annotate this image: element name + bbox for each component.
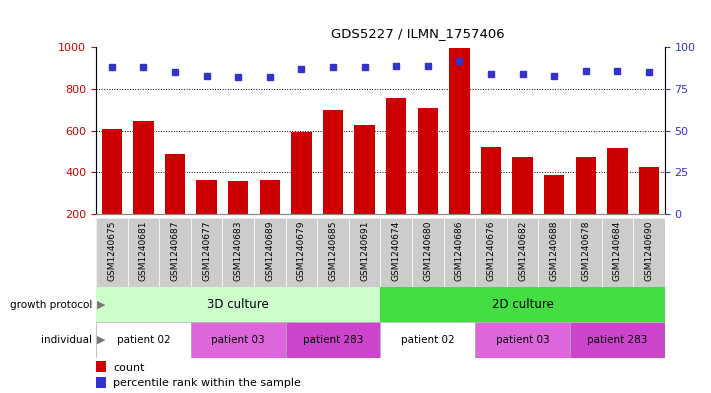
- Bar: [286, 218, 317, 287]
- Text: GSM1240675: GSM1240675: [107, 220, 117, 281]
- Bar: [323, 110, 343, 214]
- Text: patient 03: patient 03: [496, 335, 550, 345]
- Bar: [96, 218, 127, 287]
- Bar: [349, 218, 380, 287]
- Bar: [513, 157, 533, 214]
- Bar: [96, 377, 106, 387]
- Bar: [96, 322, 191, 358]
- Bar: [602, 218, 634, 287]
- Bar: [412, 218, 444, 287]
- Text: patient 03: patient 03: [211, 335, 265, 345]
- Bar: [475, 218, 507, 287]
- Text: individual: individual: [41, 335, 92, 345]
- Text: GSM1240683: GSM1240683: [234, 220, 242, 281]
- Text: patient 283: patient 283: [587, 335, 648, 345]
- Bar: [159, 218, 191, 287]
- Bar: [481, 147, 501, 214]
- Bar: [286, 322, 380, 358]
- Bar: [254, 218, 286, 287]
- Text: GSM1240674: GSM1240674: [392, 220, 401, 281]
- Text: GSM1240678: GSM1240678: [582, 220, 590, 281]
- Bar: [380, 287, 665, 322]
- Text: GSM1240679: GSM1240679: [297, 220, 306, 281]
- Bar: [575, 157, 596, 214]
- Bar: [354, 125, 375, 214]
- Text: GSM1240689: GSM1240689: [265, 220, 274, 281]
- Text: 2D culture: 2D culture: [491, 298, 554, 311]
- Text: GSM1240684: GSM1240684: [613, 220, 622, 281]
- Bar: [291, 132, 311, 214]
- Text: patient 283: patient 283: [303, 335, 363, 345]
- Text: GSM1240691: GSM1240691: [360, 220, 369, 281]
- Bar: [507, 218, 538, 287]
- Bar: [538, 218, 570, 287]
- Text: patient 02: patient 02: [401, 335, 454, 345]
- Text: GSM1240676: GSM1240676: [486, 220, 496, 281]
- Bar: [196, 180, 217, 214]
- Bar: [228, 181, 248, 214]
- Text: growth protocol: growth protocol: [10, 299, 92, 310]
- Text: GSM1240681: GSM1240681: [139, 220, 148, 281]
- Text: GSM1240687: GSM1240687: [171, 220, 179, 281]
- Text: 3D culture: 3D culture: [208, 298, 269, 311]
- Bar: [634, 218, 665, 287]
- Text: ▶: ▶: [97, 335, 106, 345]
- Text: GSM1240680: GSM1240680: [423, 220, 432, 281]
- Bar: [386, 98, 407, 214]
- Bar: [417, 108, 438, 214]
- Text: count: count: [113, 362, 144, 373]
- Bar: [475, 322, 570, 358]
- Bar: [223, 218, 254, 287]
- Bar: [127, 218, 159, 287]
- Text: GDS5227 / ILMN_1757406: GDS5227 / ILMN_1757406: [331, 28, 504, 40]
- Bar: [260, 180, 280, 214]
- Bar: [191, 218, 223, 287]
- Text: ▶: ▶: [97, 299, 106, 310]
- Text: GSM1240685: GSM1240685: [328, 220, 338, 281]
- Bar: [449, 48, 470, 214]
- Bar: [96, 287, 380, 322]
- Bar: [165, 154, 186, 214]
- Text: GSM1240682: GSM1240682: [518, 220, 527, 281]
- Bar: [317, 218, 349, 287]
- Bar: [607, 148, 628, 214]
- Text: GSM1240690: GSM1240690: [644, 220, 653, 281]
- Bar: [570, 218, 602, 287]
- Text: patient 02: patient 02: [117, 335, 170, 345]
- Bar: [191, 322, 286, 358]
- Bar: [638, 167, 659, 214]
- Bar: [380, 218, 412, 287]
- Text: percentile rank within the sample: percentile rank within the sample: [113, 378, 301, 388]
- Text: GSM1240677: GSM1240677: [202, 220, 211, 281]
- Bar: [102, 129, 122, 214]
- Text: GSM1240688: GSM1240688: [550, 220, 559, 281]
- Bar: [380, 322, 475, 358]
- Bar: [444, 218, 475, 287]
- Text: GSM1240686: GSM1240686: [455, 220, 464, 281]
- Bar: [544, 174, 565, 214]
- Bar: [570, 322, 665, 358]
- Bar: [96, 361, 106, 372]
- Bar: [133, 121, 154, 214]
